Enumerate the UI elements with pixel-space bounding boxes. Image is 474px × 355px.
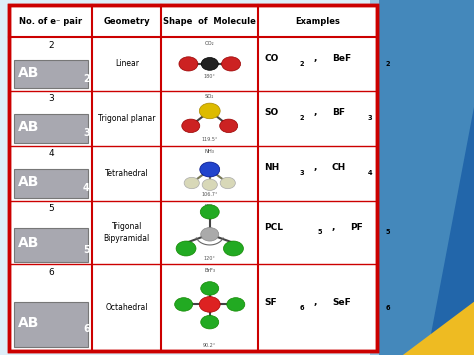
- Circle shape: [199, 103, 220, 119]
- FancyBboxPatch shape: [14, 169, 88, 198]
- Text: SO₂: SO₂: [205, 94, 214, 99]
- Text: PCL: PCL: [264, 223, 283, 232]
- Text: ,: ,: [313, 163, 317, 172]
- Text: CO: CO: [264, 54, 278, 63]
- Text: 2: 2: [83, 74, 90, 84]
- Text: 6: 6: [385, 305, 390, 311]
- Text: Octahedral: Octahedral: [106, 304, 148, 312]
- Text: 6: 6: [48, 268, 54, 277]
- Text: CH: CH: [332, 163, 346, 172]
- Circle shape: [201, 316, 219, 329]
- Text: ,: ,: [313, 108, 317, 117]
- Text: Examples: Examples: [295, 17, 340, 26]
- Circle shape: [201, 228, 219, 241]
- Text: No. of e⁻ pair: No. of e⁻ pair: [19, 17, 82, 26]
- Circle shape: [182, 119, 200, 133]
- Text: 2: 2: [300, 115, 304, 121]
- Text: Geometry: Geometry: [103, 17, 150, 26]
- Text: Shape  of  Molecule: Shape of Molecule: [164, 17, 256, 26]
- Text: Trigonal planar: Trigonal planar: [98, 114, 155, 122]
- Text: SeF: SeF: [332, 298, 351, 307]
- Text: BCl₃: BCl₃: [204, 204, 215, 209]
- FancyBboxPatch shape: [14, 302, 88, 347]
- Text: AB: AB: [18, 66, 40, 80]
- Text: 119.5°: 119.5°: [201, 137, 218, 142]
- Text: 120°: 120°: [204, 256, 216, 261]
- Text: 106.7°: 106.7°: [201, 192, 218, 197]
- Text: 3: 3: [48, 94, 54, 103]
- Text: NH₃: NH₃: [205, 149, 215, 154]
- Text: 5: 5: [83, 245, 90, 255]
- Text: AB: AB: [18, 120, 40, 134]
- Circle shape: [174, 297, 192, 311]
- Circle shape: [220, 178, 235, 189]
- FancyBboxPatch shape: [9, 5, 377, 351]
- Circle shape: [200, 162, 219, 177]
- Text: 5: 5: [318, 229, 322, 235]
- Text: BrF₃: BrF₃: [204, 268, 215, 273]
- Text: 2: 2: [48, 40, 54, 50]
- Text: 180°: 180°: [204, 74, 216, 79]
- Circle shape: [179, 57, 198, 71]
- Text: SO: SO: [264, 108, 278, 117]
- Text: ,: ,: [313, 298, 317, 307]
- Text: 4: 4: [83, 184, 90, 193]
- Circle shape: [219, 119, 237, 133]
- Polygon shape: [379, 302, 474, 355]
- Circle shape: [200, 205, 219, 219]
- Circle shape: [176, 241, 196, 256]
- Text: Linear: Linear: [115, 59, 139, 69]
- Text: 3: 3: [83, 129, 90, 138]
- Text: Tetrahedral: Tetrahedral: [105, 169, 149, 178]
- Polygon shape: [427, 106, 474, 355]
- Text: 2: 2: [385, 61, 390, 67]
- Circle shape: [201, 282, 219, 295]
- Circle shape: [199, 296, 220, 312]
- Text: AB: AB: [18, 316, 40, 330]
- Circle shape: [201, 58, 219, 70]
- Polygon shape: [379, 0, 474, 355]
- Text: AB: AB: [18, 175, 40, 189]
- Text: BeF: BeF: [332, 54, 351, 63]
- Text: 6: 6: [300, 305, 304, 311]
- Circle shape: [227, 297, 245, 311]
- Circle shape: [221, 57, 240, 71]
- FancyBboxPatch shape: [14, 114, 88, 143]
- FancyBboxPatch shape: [14, 60, 88, 88]
- Text: 4: 4: [368, 170, 372, 176]
- Text: NH: NH: [264, 163, 279, 172]
- Text: Trigonal
Bipyramidal: Trigonal Bipyramidal: [104, 223, 150, 242]
- Text: 4: 4: [48, 149, 54, 158]
- Polygon shape: [370, 0, 474, 355]
- Circle shape: [223, 241, 244, 256]
- Text: 2: 2: [300, 61, 304, 67]
- Text: BF: BF: [332, 108, 345, 117]
- Text: CO₂: CO₂: [205, 41, 215, 46]
- Text: 5: 5: [385, 229, 390, 235]
- Text: ,: ,: [331, 223, 335, 232]
- Text: ,: ,: [313, 54, 317, 63]
- Text: 6: 6: [83, 324, 90, 334]
- Text: 3: 3: [300, 170, 304, 176]
- Text: AB: AB: [18, 236, 40, 250]
- Text: SF: SF: [264, 298, 277, 307]
- Text: 3: 3: [368, 115, 372, 121]
- FancyBboxPatch shape: [14, 228, 88, 262]
- Circle shape: [202, 179, 217, 191]
- Text: 90.2°: 90.2°: [203, 343, 216, 348]
- Text: PF: PF: [350, 223, 363, 232]
- Circle shape: [184, 178, 199, 189]
- Text: 5: 5: [48, 204, 54, 213]
